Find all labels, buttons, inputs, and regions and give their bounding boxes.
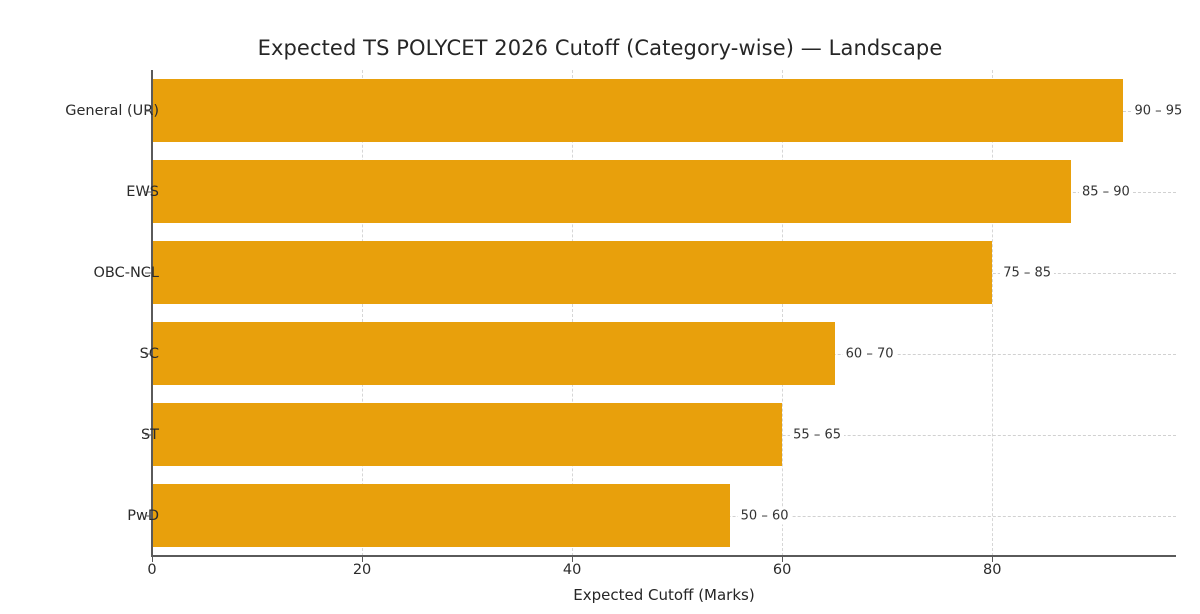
bar-value-label: 50 – 60 <box>737 507 792 524</box>
y-tick-mark <box>145 353 152 354</box>
chart-title: Expected TS POLYCET 2026 Cutoff (Categor… <box>257 36 943 60</box>
x-tick-mark <box>992 557 994 562</box>
bar-value-label: 85 – 90 <box>1078 183 1133 200</box>
x-tick-mark <box>152 557 153 562</box>
bar <box>152 240 993 305</box>
y-tick-label: General (UR) <box>65 102 159 119</box>
y-tick-label: OBC-NCL <box>93 264 159 281</box>
y-tick-mark <box>145 515 152 516</box>
bar <box>152 321 835 386</box>
gridline-vertical <box>992 70 994 556</box>
bar-value-label: 60 – 70 <box>842 345 897 362</box>
gridline-vertical <box>572 70 574 556</box>
bar-value-label: 90 – 95 <box>1131 102 1186 119</box>
plot-area: 90 – 95 85 – 90 75 – 85 60 – 70 55 – 65 50 – … <box>152 70 1186 556</box>
x-axis-spine <box>151 555 1176 557</box>
x-axis-label: Expected Cutoff (Marks) <box>573 586 755 604</box>
bar <box>152 78 1124 143</box>
bar <box>152 159 1071 224</box>
bar-value-label: 55 – 65 <box>790 426 844 443</box>
x-tick-label: 0 <box>147 562 157 578</box>
x-tick-mark <box>782 557 784 562</box>
bar-value-label: 75 – 85 <box>1000 264 1055 281</box>
y-tick-mark <box>145 191 152 192</box>
x-tick-label: 20 <box>352 562 372 578</box>
gridline-vertical <box>782 70 784 556</box>
y-tick-label: PwD <box>127 507 159 524</box>
bar <box>152 402 783 467</box>
y-tick-label: EWS <box>126 183 159 200</box>
x-tick-label: 80 <box>982 562 1002 578</box>
x-tick-mark <box>572 557 574 562</box>
gridline-vertical <box>362 70 364 556</box>
bar <box>152 483 730 548</box>
y-axis-spine <box>151 70 153 557</box>
x-tick-label: 40 <box>562 562 582 578</box>
y-tick-mark <box>145 272 152 273</box>
y-tick-mark <box>145 434 152 435</box>
y-tick-mark <box>145 110 152 111</box>
x-tick-mark <box>362 557 364 562</box>
x-tick-label: 60 <box>772 562 792 578</box>
